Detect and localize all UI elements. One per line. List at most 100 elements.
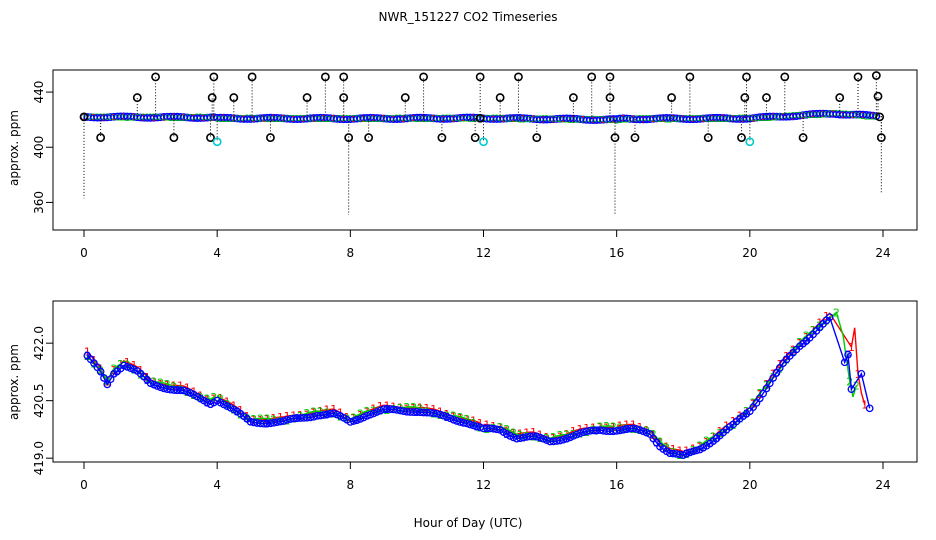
- x-tick-label: 20: [742, 478, 757, 492]
- series-3-point: [857, 369, 866, 378]
- y-tick-label: 419.0: [32, 441, 46, 475]
- series-3-point: [844, 350, 852, 359]
- series-3-point: [346, 418, 355, 426]
- series-3-line: [86, 315, 871, 456]
- outlier-point: [532, 133, 542, 142]
- outlier-point: [344, 133, 354, 142]
- series-2-point: 2: [617, 116, 622, 125]
- outlier-point: [437, 133, 447, 142]
- series-3-point: [492, 425, 501, 434]
- series-3-point: [847, 385, 856, 394]
- outlier-point: [875, 112, 885, 122]
- series-3-point: [629, 424, 638, 433]
- x-tick-label: 0: [80, 478, 88, 492]
- outlier-point: [610, 133, 620, 142]
- series-3-point: [329, 409, 338, 418]
- outlier-point: [212, 137, 222, 147]
- outlier-point: [470, 133, 480, 142]
- x-tick-label: 8: [347, 478, 355, 492]
- outlier-point: [475, 72, 485, 82]
- series-3-label: 3: [845, 349, 852, 362]
- series-3-point: [472, 422, 481, 431]
- series-2-point: 2: [790, 345, 797, 358]
- series-1-point: 1: [848, 341, 855, 354]
- series-3-point: [469, 421, 478, 430]
- series-1-point: 1: [470, 415, 477, 428]
- series-3-point: [689, 447, 698, 456]
- outlier-point: [169, 133, 179, 142]
- series-2-point: 2: [557, 429, 564, 442]
- outlier-point: [745, 137, 755, 147]
- series-3-point: [453, 417, 461, 425]
- series-1-point: 1: [616, 420, 623, 433]
- series-3-point: [96, 367, 105, 376]
- series-3-point: [825, 313, 834, 322]
- series-1-point: 1: [124, 356, 131, 369]
- series-3-label: 3: [84, 350, 91, 363]
- outlier-point: [853, 72, 863, 82]
- outlier-point: [339, 72, 349, 82]
- outlier-point: [587, 72, 597, 82]
- outlier-point: [266, 133, 275, 142]
- series-1-point: 1: [270, 412, 277, 425]
- series-3-point: [769, 374, 777, 382]
- x-tick-label: 4: [213, 246, 221, 260]
- outlier-point: [364, 133, 374, 142]
- series-3-point: [765, 379, 774, 388]
- outlier-point: [302, 93, 312, 102]
- outlier-point: [79, 112, 89, 122]
- series-2-point: 2: [210, 391, 217, 404]
- outlier-point: [703, 133, 713, 142]
- series-1-point: 1: [377, 400, 384, 413]
- series-1-point: 1: [610, 421, 617, 434]
- series-2-point: 2: [603, 420, 610, 433]
- series-2-point: 2: [846, 376, 853, 389]
- outlier-point: [207, 93, 217, 102]
- series-2-point: 2: [853, 379, 860, 392]
- series-2-point: 2: [833, 307, 840, 320]
- chart-title: NWR_151227 CO2 Timeseries: [379, 10, 558, 24]
- x-tick-label: 20: [742, 246, 757, 260]
- series-3-point: [636, 426, 644, 434]
- series-1-point: 1: [623, 419, 630, 432]
- x-tick-label: 12: [476, 246, 491, 260]
- outlier-point: [737, 133, 746, 142]
- series-3-point: [559, 435, 568, 444]
- outlier-point: [685, 72, 695, 82]
- series-3-point: [106, 375, 115, 384]
- series-1-point: 1: [597, 421, 604, 434]
- series-3-label: 3: [653, 437, 660, 450]
- series-3-label: 3: [803, 335, 810, 348]
- series-3-point: [466, 420, 475, 429]
- series-2-point: 2: [503, 423, 510, 436]
- outlier-point: [229, 93, 239, 102]
- series-2-point: 2: [463, 413, 470, 426]
- series-2-point: 2: [614, 116, 619, 125]
- series-2-line: [86, 311, 858, 457]
- series-3-point: [353, 416, 361, 424]
- series-1-point: 1: [363, 405, 370, 418]
- outlier-point: [762, 93, 771, 102]
- series-1-point: 1: [570, 425, 577, 438]
- outlier-point: [568, 93, 578, 102]
- series-3-point: [840, 358, 849, 367]
- outlier-point: [320, 72, 330, 82]
- series-1-point: 1: [324, 404, 331, 417]
- x-axis-label: Hour of Day (UTC): [414, 516, 523, 530]
- outlier-point: [835, 93, 845, 102]
- series-2-point: 2: [357, 408, 364, 421]
- outlier-point: [630, 133, 640, 142]
- series-1-point: 1: [423, 402, 430, 415]
- series-3-point: [463, 419, 471, 428]
- plot-frame: [52, 69, 918, 231]
- series-3-point: [103, 380, 112, 389]
- series-3-point: [632, 425, 641, 433]
- series-3-label: 3: [773, 367, 780, 380]
- outlier-point: [206, 133, 215, 142]
- outlier-point: [132, 93, 142, 102]
- outlier-point: [339, 93, 349, 102]
- series-2-point: 2: [157, 376, 164, 389]
- series-1-point: 1: [264, 413, 271, 426]
- series-1-point: 1: [590, 421, 597, 434]
- y-tick-label: 400: [32, 136, 46, 159]
